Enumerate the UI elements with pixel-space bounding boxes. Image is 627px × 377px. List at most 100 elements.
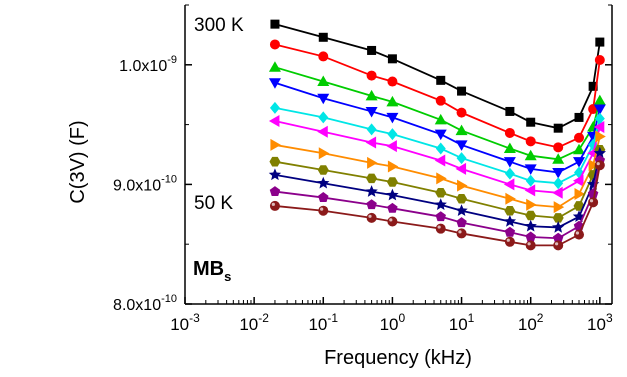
data-point-marker <box>435 211 446 222</box>
x-tick-label: 102 <box>518 311 544 334</box>
data-point-marker <box>434 113 447 125</box>
data-point-highlight <box>320 207 324 211</box>
data-point-marker <box>595 37 605 47</box>
data-point-marker <box>387 54 397 64</box>
data-point-marker <box>269 200 280 211</box>
series-line <box>274 136 601 209</box>
data-point-marker <box>525 136 536 147</box>
data-point-marker <box>456 107 467 118</box>
data-point-marker <box>553 201 565 214</box>
data-point-marker <box>434 129 447 141</box>
data-point-marker <box>588 197 599 208</box>
data-point-marker <box>455 140 468 151</box>
data-point-marker <box>553 240 564 251</box>
data-point-marker <box>318 147 330 160</box>
data-point-marker <box>366 70 377 81</box>
data-point-marker <box>574 132 585 143</box>
data-point-highlight <box>596 162 600 166</box>
x-tick-label-base: 10 <box>170 315 189 334</box>
data-point-marker <box>593 146 607 159</box>
data-point-marker <box>386 112 399 124</box>
data-point-marker <box>503 178 515 191</box>
y-tick-label-exp: -10 <box>161 293 177 305</box>
data-point-marker <box>318 111 329 124</box>
series-line <box>274 160 601 240</box>
data-point-marker <box>587 188 599 199</box>
data-point-marker <box>525 231 536 242</box>
sample-label-main: MB <box>193 258 224 280</box>
data-point-marker <box>588 81 598 91</box>
data-point-marker <box>268 61 281 72</box>
data-point-highlight <box>368 214 372 218</box>
data-point-marker <box>573 157 586 168</box>
data-point-marker <box>456 228 467 239</box>
series-3 <box>268 61 606 164</box>
data-point-marker <box>317 165 329 175</box>
data-point-marker <box>317 75 330 87</box>
data-point-marker <box>434 154 446 167</box>
y-tick-labels: 8.0x10-109.0x10-101.0x10-9 <box>113 54 177 314</box>
data-point-marker <box>573 174 584 187</box>
y-tick-label-exp: -9 <box>167 54 177 66</box>
data-point-marker <box>386 95 399 107</box>
data-point-marker <box>365 89 378 101</box>
series-line <box>274 23 601 130</box>
x-tick-label-base: 10 <box>380 315 399 334</box>
x-axis-label: Frequency (kHz) <box>324 347 472 369</box>
data-point-marker <box>387 160 399 173</box>
data-point-marker <box>594 112 605 125</box>
y-tick-label-mantissa: 9.0x10 <box>113 177 161 194</box>
x-tick-label: 100 <box>380 311 406 334</box>
y-axis-label: C(3V) (F) <box>67 120 89 203</box>
y-tick-label: 8.0x10-10 <box>113 293 177 314</box>
data-point-marker <box>505 106 515 116</box>
series-1 <box>270 19 605 133</box>
data-point-marker <box>318 192 329 203</box>
data-point-marker <box>552 232 564 243</box>
x-tick-label-exp: 3 <box>606 311 613 325</box>
data-point-marker <box>573 143 586 155</box>
data-point-marker <box>525 210 537 221</box>
data-point-marker <box>525 240 536 251</box>
data-point-marker <box>270 138 281 151</box>
data-point-marker <box>386 188 399 201</box>
data-point-marker <box>436 75 446 85</box>
data-point-marker <box>553 142 564 153</box>
data-point-marker <box>367 156 378 169</box>
data-point-marker <box>366 173 378 184</box>
data-point-highlight <box>458 230 462 234</box>
data-point-marker <box>386 177 398 187</box>
data-point-highlight <box>389 218 393 222</box>
x-tick-label-exp: -3 <box>189 311 200 325</box>
data-point-marker <box>553 123 563 133</box>
data-point-marker <box>268 115 280 128</box>
data-point-marker <box>268 168 282 181</box>
data-point-marker <box>318 32 328 42</box>
data-point-marker <box>587 120 600 132</box>
data-point-marker <box>318 205 329 216</box>
x-tick-label-exp: 1 <box>468 311 475 325</box>
data-point-marker <box>387 128 398 141</box>
data-point-marker <box>318 51 329 62</box>
data-point-marker <box>457 86 467 96</box>
data-point-marker <box>504 127 515 138</box>
sample-label: MBs <box>193 258 231 284</box>
x-tick-label-base: 10 <box>308 315 327 334</box>
x-tick-label-exp: -2 <box>258 311 269 325</box>
x-tick-label-exp: 0 <box>399 311 406 325</box>
series-line <box>274 43 601 149</box>
series-5 <box>269 101 605 190</box>
data-point-marker <box>552 220 565 233</box>
data-point-marker <box>503 157 516 168</box>
y-tick-label-exp: -10 <box>161 173 177 185</box>
data-point-marker <box>526 117 536 127</box>
data-point-marker <box>366 212 377 223</box>
y-tick-label: 9.0x10-10 <box>113 173 177 194</box>
y-tick-label-mantissa: 8.0x10 <box>113 297 161 314</box>
data-point-marker <box>574 112 584 122</box>
x-tick-label-base: 10 <box>587 315 606 334</box>
sample-label-sub: s <box>224 269 231 284</box>
data-point-marker <box>436 172 447 185</box>
data-point-marker <box>456 193 468 204</box>
data-point-marker <box>455 162 467 175</box>
